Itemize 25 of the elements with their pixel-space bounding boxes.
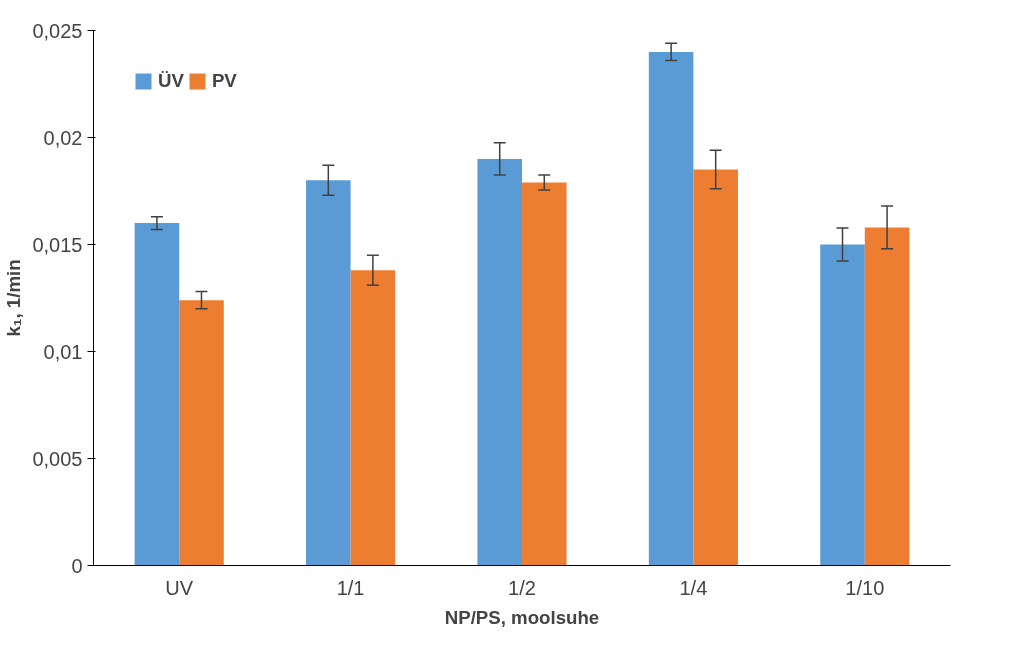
y-tick-label: 0,02 (43, 126, 83, 149)
y-tick-label: 0,015 (32, 233, 83, 256)
bar (134, 223, 180, 566)
bar (864, 227, 910, 566)
bar (477, 158, 522, 566)
x-tick-label: UV (165, 576, 194, 599)
bar (522, 182, 567, 566)
legend-label: PV (211, 70, 237, 92)
y-tick-label: 0,01 (43, 340, 83, 363)
x-tick-label: 1/1 (336, 576, 365, 599)
x-tick-label: 1/4 (679, 576, 708, 599)
x-axis-title: NP/PS, moolsuhe (444, 606, 600, 628)
y-tick-label: 0 (71, 554, 83, 577)
bar (350, 270, 396, 566)
y-tick-label: 0,025 (32, 19, 83, 42)
y-tick-label: 0,005 (32, 447, 83, 470)
bar (648, 51, 694, 566)
bar (820, 244, 865, 566)
y-axis-title: k₁, 1/min (3, 259, 25, 337)
bar (693, 169, 738, 566)
x-tick-label: 1/10 (845, 576, 885, 599)
legend-label: ÜV (158, 70, 184, 92)
bar (306, 180, 351, 566)
bar (179, 300, 224, 566)
x-tick-label: 1/2 (508, 576, 536, 599)
